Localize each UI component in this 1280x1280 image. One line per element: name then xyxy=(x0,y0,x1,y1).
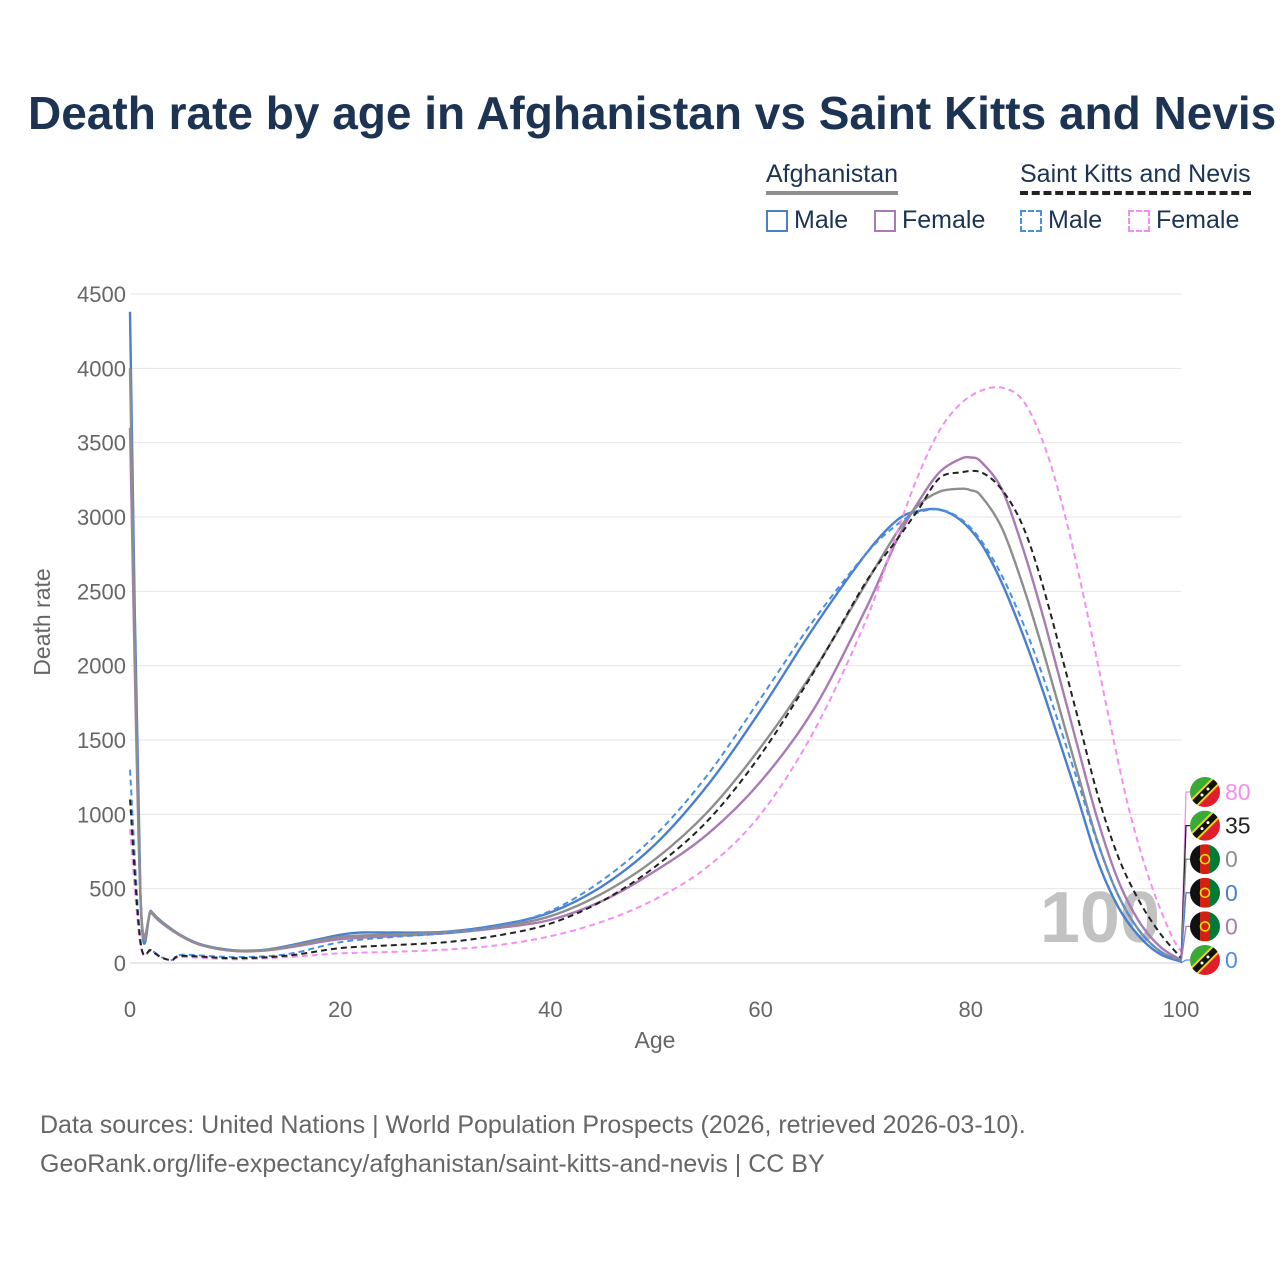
y-tick-label: 1500 xyxy=(77,728,126,753)
x-tick-label: 0 xyxy=(124,997,136,1022)
page-title: Death rate by age in Afghanistan vs Sain… xyxy=(28,87,1277,139)
legend-skn-female[interactable]: Female xyxy=(1128,206,1239,235)
legend-afg-female-label: Female xyxy=(902,206,986,234)
grid-lines xyxy=(130,293,1181,964)
series-line-saint-kitts-and-nevis-total[interactable] xyxy=(129,469,1182,962)
legend-afg-male-label: Male xyxy=(794,206,849,234)
y-tick-label: 0 xyxy=(114,951,126,976)
legend-afg-female[interactable]: Female xyxy=(874,206,985,235)
y-tick-label: 3500 xyxy=(77,431,126,456)
series-line-afghanistan-female[interactable] xyxy=(128,427,1182,962)
series-line-afghanistan-male[interactable] xyxy=(128,311,1182,963)
legend-afg-male-swatch xyxy=(766,209,788,232)
y-tick-label: 3000 xyxy=(77,505,126,530)
saint-kitts-flag-icon xyxy=(1190,945,1220,975)
legend-afg-female-swatch xyxy=(874,209,896,232)
afghanistan-flag-icon xyxy=(1190,877,1220,908)
x-tick-label: 60 xyxy=(748,997,772,1022)
end-value-label: 0 xyxy=(1225,880,1238,906)
x-axis-label: Age xyxy=(635,1027,676,1053)
y-tick-label: 2000 xyxy=(77,654,126,679)
y-tick-label: 4000 xyxy=(77,356,126,381)
y-tick-label: 1000 xyxy=(77,802,126,827)
legend-skn-female-label: Female xyxy=(1156,206,1240,234)
series-line-saint-kitts-and-nevis-female[interactable] xyxy=(129,386,1182,962)
series-lines xyxy=(128,311,1182,963)
year-label: 100 xyxy=(1040,878,1160,958)
end-value-labels: 80 35 0 0 0 0 xyxy=(1180,777,1251,975)
end-label-connector xyxy=(1180,892,1190,964)
y-axis-label: Death rate xyxy=(29,568,55,675)
legend-country-saint-kitts[interactable]: Saint Kitts and Nevis xyxy=(1020,160,1251,195)
legend-afg-male[interactable]: Male xyxy=(766,206,848,235)
afghanistan-flag-icon xyxy=(1190,844,1220,875)
end-value-label: 0 xyxy=(1225,947,1238,973)
saint-kitts-flag-icon xyxy=(1190,777,1220,807)
end-value-label: 0 xyxy=(1225,846,1238,872)
footer-link[interactable]: GeoRank.org/life-expectancy/afghanistan/… xyxy=(40,1150,825,1178)
footer-sources: Data sources: United Nations | World Pop… xyxy=(40,1111,1026,1139)
legend-country-afghanistan[interactable]: Afghanistan xyxy=(766,160,899,195)
x-tick-label: 40 xyxy=(538,997,562,1022)
end-value-label: 80 xyxy=(1225,779,1251,805)
y-tick-label: 4500 xyxy=(77,282,126,307)
x-tick-label: 80 xyxy=(959,997,983,1022)
end-label-connector xyxy=(1180,925,1190,964)
legend-skn-female-swatch xyxy=(1128,209,1150,232)
end-value-label: 0 xyxy=(1225,913,1238,939)
x-tick-label: 100 xyxy=(1163,997,1200,1022)
footer: Data sources: United Nations | World Pop… xyxy=(40,1106,1026,1184)
legend-skn-male-swatch xyxy=(1020,209,1042,232)
y-tick-label: 500 xyxy=(89,877,126,902)
series-line-afghanistan-total[interactable] xyxy=(128,368,1182,962)
saint-kitts-flag-icon xyxy=(1190,810,1220,841)
end-label-connector xyxy=(1180,959,1190,964)
y-tick-labels: 0 500 1000 1500 2000 2500 3000 3500 4000 4500 xyxy=(77,282,126,976)
afghanistan-flag-icon xyxy=(1190,911,1220,942)
legend-skn-male[interactable]: Male xyxy=(1020,206,1102,235)
end-label-connector xyxy=(1180,858,1190,964)
y-tick-label: 2500 xyxy=(77,579,126,604)
series-line-saint-kitts-and-nevis-male[interactable] xyxy=(129,508,1182,962)
legend-skn-male-label: Male xyxy=(1048,206,1103,234)
x-tick-label: 20 xyxy=(328,997,352,1022)
x-tick-labels: 0 20 40 60 80 100 xyxy=(124,997,1199,1022)
end-value-label: 35 xyxy=(1225,813,1251,839)
